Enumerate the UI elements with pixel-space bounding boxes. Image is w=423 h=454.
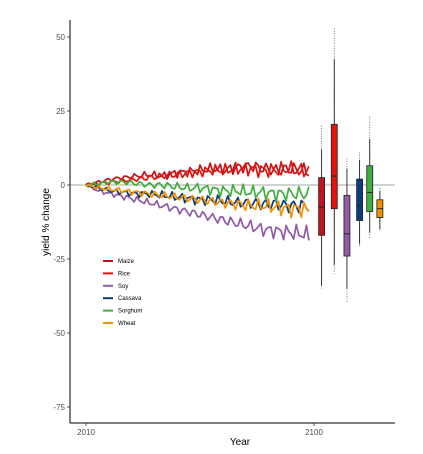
legend-label-soy: Soy <box>118 284 128 290</box>
x-tick-label: 2010 <box>77 428 95 437</box>
series-line-wheat <box>85 183 310 219</box>
series-line-sorghum <box>85 179 310 203</box>
x-tick-label: 2100 <box>305 428 323 437</box>
boxplot-box <box>318 177 326 236</box>
boxplot-sorghum <box>366 116 374 239</box>
legend-label-sorghum: Sorghum <box>118 309 142 315</box>
legend-label-rice: Rice <box>118 271 131 277</box>
boxplot-rice <box>330 28 338 274</box>
axis-ticks: 50 25 0 -25 -50 -75 2010 2100 <box>53 33 323 437</box>
y-tick-label: 50 <box>56 33 65 42</box>
boxplot-box <box>366 165 374 213</box>
series-lines <box>85 160 310 241</box>
y-tick-label: -25 <box>53 255 65 264</box>
legend: Maize Rice Soy Cassava Sorghum Wheat <box>103 259 142 327</box>
boxplot-cassava <box>356 152 364 248</box>
axes <box>69 20 395 424</box>
y-axis-title: yield % change <box>41 188 52 256</box>
boxplot-box <box>343 194 351 257</box>
y-tick-label: -75 <box>53 403 65 412</box>
series-line-soy <box>85 184 310 241</box>
boxplot-box <box>330 123 338 210</box>
series-line-rice <box>85 160 310 188</box>
legend-label-wheat: Wheat <box>118 321 136 327</box>
boxplot-soy <box>343 158 351 304</box>
y-tick-label: 0 <box>61 181 66 190</box>
x-axis-title: Year <box>230 437 251 448</box>
legend-label-maize: Maize <box>118 259 135 265</box>
legend-label-cassava: Cassava <box>118 296 142 302</box>
y-tick-label: 25 <box>56 107 65 116</box>
boxplot-box <box>356 178 364 221</box>
series-line-maize <box>85 161 310 186</box>
boxplot-maize <box>318 125 326 289</box>
boxplots <box>318 28 384 304</box>
y-tick-label: -50 <box>53 329 65 338</box>
boxplot-wheat <box>376 187 384 231</box>
